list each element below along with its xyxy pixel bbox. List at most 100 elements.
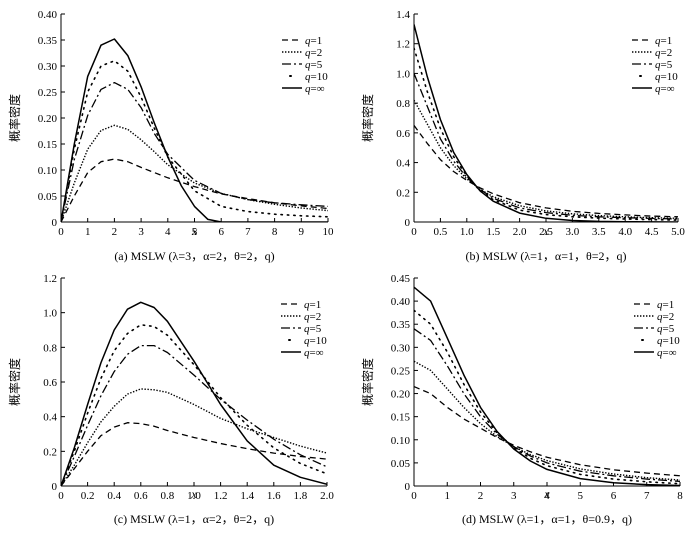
y-tick-label: 0.8 (396, 98, 410, 110)
x-tick-label: 5.0 (671, 226, 685, 238)
x-tick-label: 2.5 (539, 226, 553, 238)
series-line-q=2 (61, 124, 328, 222)
series-line-q=10 (61, 323, 327, 486)
x-tick-label: 0.2 (81, 490, 95, 502)
panel-caption: (a) MSLW (λ=3，α=2，θ=2，q) (114, 249, 274, 263)
legend-label: q=5 (305, 59, 323, 71)
x-tick-label: 3.0 (566, 226, 580, 238)
series-line-q=5 (61, 81, 328, 222)
y-tick-label: 0 (52, 217, 58, 229)
panel-caption: (b) MSLW (λ=1，α=1，θ=2，q) (465, 249, 626, 263)
x-tick-label: 2 (112, 226, 118, 238)
series-line-q=5 (414, 328, 680, 483)
y-tick-label: 0.40 (391, 296, 411, 308)
y-tick-label: 0.10 (38, 165, 58, 177)
x-tick-label: 0.5 (434, 226, 448, 238)
panel-caption: (c) MSLW (λ=1，α=2，θ=2，q) (114, 512, 274, 526)
x-tick-label: 2.0 (320, 490, 334, 502)
y-tick-label: 0.35 (391, 319, 411, 331)
y-tick-label: 1.4 (396, 9, 410, 21)
series-line-q=∞ (414, 286, 680, 486)
x-tick-label: 1.2 (214, 490, 228, 502)
series-line-q=5 (414, 73, 678, 220)
panel-caption: (d) MSLW (λ=1，α=1，θ=0.9，q) (462, 512, 632, 526)
y-tick-label: 1.0 (43, 308, 57, 320)
legend-label: q=1 (304, 299, 321, 311)
y-tick-label: 0.8 (43, 342, 57, 354)
y-tick-label: 0.40 (38, 9, 58, 21)
y-tick-label: 0.30 (38, 61, 58, 73)
series-line-q=1 (414, 125, 678, 218)
x-tick-label: 4 (544, 490, 550, 502)
series-line-q=∞ (61, 38, 328, 222)
y-tick-label: 0.25 (391, 365, 411, 377)
x-tick-label: 4.0 (618, 226, 632, 238)
x-tick-label: 7 (245, 226, 251, 238)
legend: q=1q=2q=5q=10q=∞ (632, 35, 678, 95)
chart-panel-2: 0 0.5 1.0 1.5 2.0 2.5 3.0 3.5 4.0 4.5 5.0 0 0.2 0.4 0.… (360, 9, 685, 263)
x-tick-label: 3 (138, 226, 144, 238)
series-line-q=2 (414, 99, 678, 219)
chart-panel-1: 0 1 2 3 4 5 6 7 8 9 10 0 0.05 0.10 0.15 0.20 0.25 0.30 0.3… (7, 9, 334, 263)
x-tick-label: 8 (272, 226, 278, 238)
legend-label: q=2 (305, 47, 322, 59)
legend: q=1q=2q=5q=10q=∞ (634, 299, 680, 359)
series-line-q=5 (61, 344, 327, 486)
x-tick-label: 10 (323, 226, 335, 238)
legend-label: q=10 (655, 71, 678, 83)
legend: q=1q=2q=5q=10q=∞ (281, 299, 327, 359)
y-tick-label: 0.05 (391, 458, 411, 470)
x-tick-label: 2 (478, 490, 484, 502)
y-tick-label: 0.35 (38, 35, 58, 47)
legend-label: q=5 (655, 59, 673, 71)
x-tick-label: 2.0 (513, 226, 527, 238)
legend-label: q=∞ (304, 347, 324, 359)
series-line-q=10 (61, 59, 328, 222)
legend-label: q=∞ (305, 83, 325, 95)
y-tick-label: 0.4 (396, 158, 410, 170)
legend-label: q=1 (657, 299, 674, 311)
x-axis-label: x (542, 224, 549, 238)
y-tick-label: 0.20 (38, 113, 58, 125)
x-tick-label: 0.6 (134, 490, 148, 502)
x-tick-label: 1.0 (187, 490, 201, 502)
x-axis-label: x (543, 487, 550, 501)
y-tick-label: 0.15 (391, 412, 411, 424)
legend-label: q=5 (304, 323, 322, 335)
chart-panel-4: 0 1 2 3 4 5 6 7 8 0 0.05 0.10 0.15 0.20 0.25 0.30 0.35 0.… (360, 273, 683, 526)
x-tick-label: 9 (299, 226, 305, 238)
y-tick-label: 0.15 (38, 139, 58, 151)
series-line-q=2 (414, 360, 680, 481)
legend-label: q=1 (655, 35, 672, 47)
legend-label: q=2 (657, 311, 674, 323)
legend-label: q=1 (305, 35, 322, 47)
x-tick-label: 8 (677, 490, 683, 502)
legend-label: q=∞ (657, 347, 677, 359)
x-tick-label: 0.8 (161, 490, 175, 502)
x-tick-label: 5 (192, 226, 198, 238)
y-tick-label: 0.45 (391, 273, 411, 285)
x-tick-label: 0 (411, 490, 417, 502)
legend-label: q=2 (304, 311, 321, 323)
x-tick-label: 5 (578, 490, 584, 502)
y-tick-label: 0.2 (43, 446, 57, 458)
legend-label: q=∞ (655, 83, 675, 95)
x-tick-label: 1.5 (486, 226, 500, 238)
y-tick-label: 0 (405, 481, 411, 493)
y-axis-label: 概率密度 (360, 94, 375, 142)
legend-label: q=10 (657, 335, 680, 347)
x-tick-label: 0.4 (107, 490, 121, 502)
y-axis-label: 概率密度 (7, 94, 22, 142)
x-tick-label: 0 (58, 226, 64, 238)
series-line-q=2 (61, 388, 327, 486)
y-tick-label: 0.25 (38, 87, 58, 99)
x-tick-label: 1.8 (294, 490, 308, 502)
y-tick-label: 1.2 (396, 39, 410, 51)
x-tick-label: 4 (165, 226, 171, 238)
x-tick-label: 0 (411, 226, 417, 238)
x-tick-label: 6 (611, 490, 617, 502)
x-tick-label: 6 (218, 226, 224, 238)
x-tick-label: 1 (445, 490, 451, 502)
x-tick-label: 3.5 (592, 226, 606, 238)
x-axis-label: x (191, 224, 198, 238)
